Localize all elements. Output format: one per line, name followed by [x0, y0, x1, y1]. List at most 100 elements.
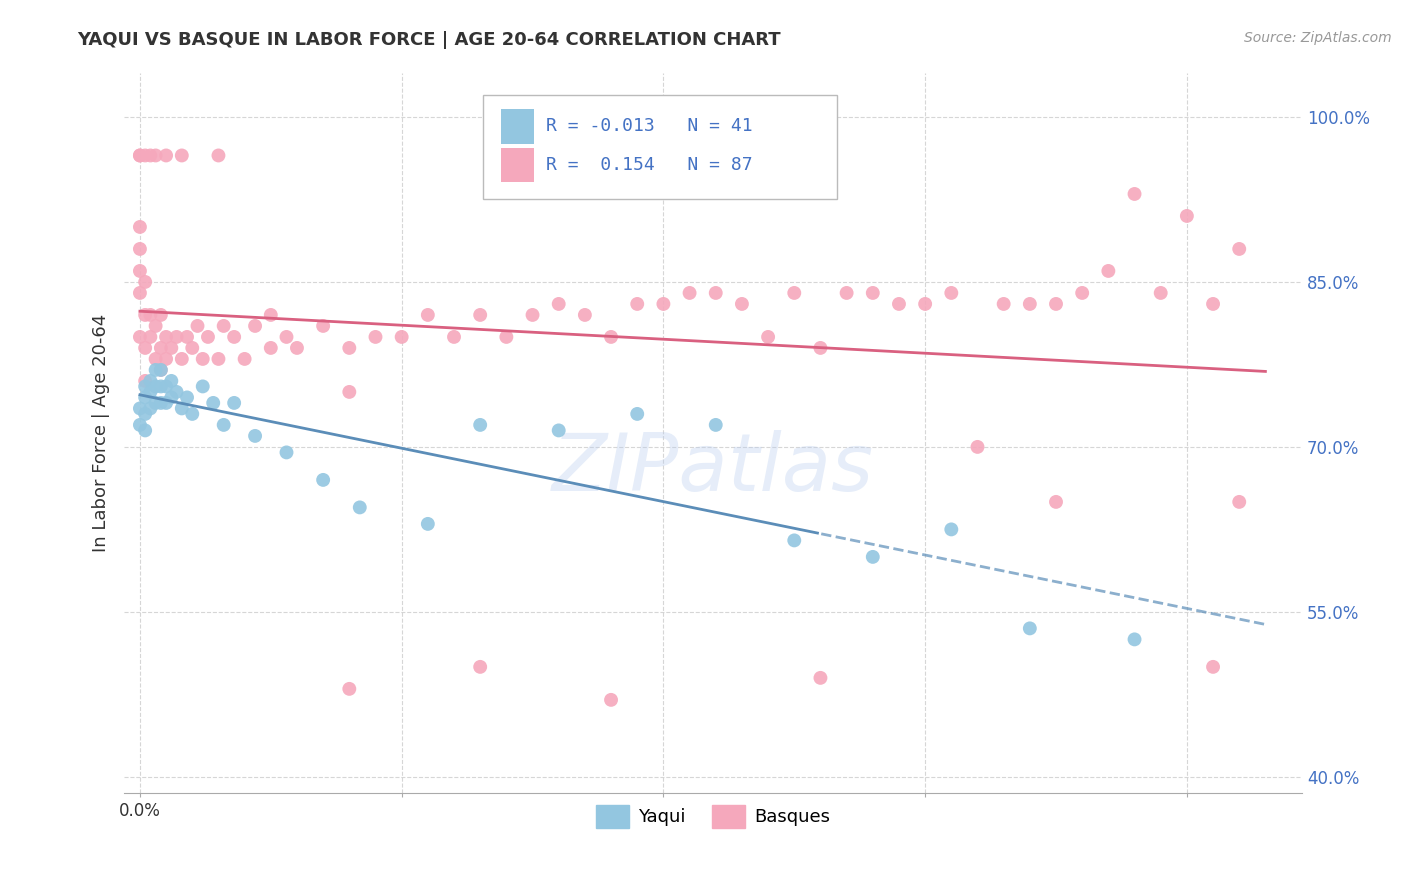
Point — [207, 351, 229, 366]
Text: ZIPatlas: ZIPatlas — [553, 430, 875, 508]
Point — [416, 516, 439, 531]
Point — [285, 341, 308, 355]
Point — [202, 396, 225, 410]
Point — [704, 417, 727, 432]
Point — [155, 396, 177, 410]
Point — [862, 285, 884, 300]
Point — [166, 330, 188, 344]
Point — [312, 473, 335, 487]
Point — [129, 417, 152, 432]
Point — [145, 379, 167, 393]
Point — [134, 407, 156, 421]
Point — [134, 374, 156, 388]
Point — [170, 351, 193, 366]
Point — [134, 308, 156, 322]
Point — [166, 384, 188, 399]
Point — [129, 330, 152, 344]
Point — [312, 318, 335, 333]
Point — [181, 341, 204, 355]
Point — [626, 297, 648, 311]
Point — [149, 363, 172, 377]
Point — [139, 401, 162, 416]
Point — [149, 396, 172, 410]
Point — [547, 297, 569, 311]
Point — [337, 384, 360, 399]
Legend: Yaqui, Basques: Yaqui, Basques — [589, 798, 837, 835]
Point — [1045, 297, 1067, 311]
Point — [1202, 297, 1225, 311]
Point — [160, 391, 183, 405]
Point — [862, 549, 884, 564]
Point — [139, 374, 162, 388]
Point — [810, 671, 832, 685]
Point — [155, 379, 177, 393]
Point — [574, 308, 596, 322]
Point — [129, 264, 152, 278]
Point — [139, 308, 162, 322]
Point — [276, 445, 298, 459]
Point — [1071, 285, 1094, 300]
Point — [243, 318, 266, 333]
Point — [941, 285, 963, 300]
Point — [1150, 285, 1173, 300]
Point — [129, 242, 152, 256]
Point — [416, 308, 439, 322]
Point — [155, 351, 177, 366]
Point — [170, 148, 193, 162]
Point — [145, 351, 167, 366]
Point — [149, 363, 172, 377]
Point — [993, 297, 1015, 311]
Point — [1175, 209, 1198, 223]
FancyBboxPatch shape — [501, 109, 534, 144]
Point — [391, 330, 413, 344]
Point — [678, 285, 700, 300]
Text: R = -0.013   N = 41: R = -0.013 N = 41 — [546, 117, 752, 136]
Point — [810, 341, 832, 355]
Point — [149, 379, 172, 393]
Point — [212, 318, 235, 333]
Point — [149, 341, 172, 355]
Point — [176, 391, 198, 405]
Point — [191, 351, 214, 366]
Point — [1202, 660, 1225, 674]
Point — [134, 391, 156, 405]
Point — [224, 396, 246, 410]
Point — [129, 285, 152, 300]
Point — [186, 318, 208, 333]
Point — [731, 297, 754, 311]
Point — [145, 148, 167, 162]
Point — [756, 330, 779, 344]
Point — [224, 330, 246, 344]
Point — [1227, 242, 1250, 256]
Point — [139, 148, 162, 162]
Text: R =  0.154   N = 87: R = 0.154 N = 87 — [546, 156, 752, 174]
Text: YAQUI VS BASQUE IN LABOR FORCE | AGE 20-64 CORRELATION CHART: YAQUI VS BASQUE IN LABOR FORCE | AGE 20-… — [77, 31, 780, 49]
Point — [1045, 495, 1067, 509]
Point — [129, 148, 152, 162]
Point — [160, 341, 183, 355]
Text: Source: ZipAtlas.com: Source: ZipAtlas.com — [1244, 31, 1392, 45]
Point — [522, 308, 544, 322]
Point — [197, 330, 219, 344]
Point — [212, 417, 235, 432]
Point — [139, 384, 162, 399]
Point — [495, 330, 517, 344]
Point — [129, 401, 152, 416]
Point — [155, 148, 177, 162]
Point — [1123, 632, 1146, 647]
Point — [547, 424, 569, 438]
Point — [470, 660, 492, 674]
Point — [176, 330, 198, 344]
Point — [139, 330, 162, 344]
Point — [652, 297, 675, 311]
Point — [233, 351, 256, 366]
Point — [134, 341, 156, 355]
Point — [134, 275, 156, 289]
Point — [129, 219, 152, 234]
Point — [887, 297, 910, 311]
Point — [276, 330, 298, 344]
Point — [260, 308, 283, 322]
Point — [835, 285, 858, 300]
Point — [941, 522, 963, 536]
Point — [145, 396, 167, 410]
